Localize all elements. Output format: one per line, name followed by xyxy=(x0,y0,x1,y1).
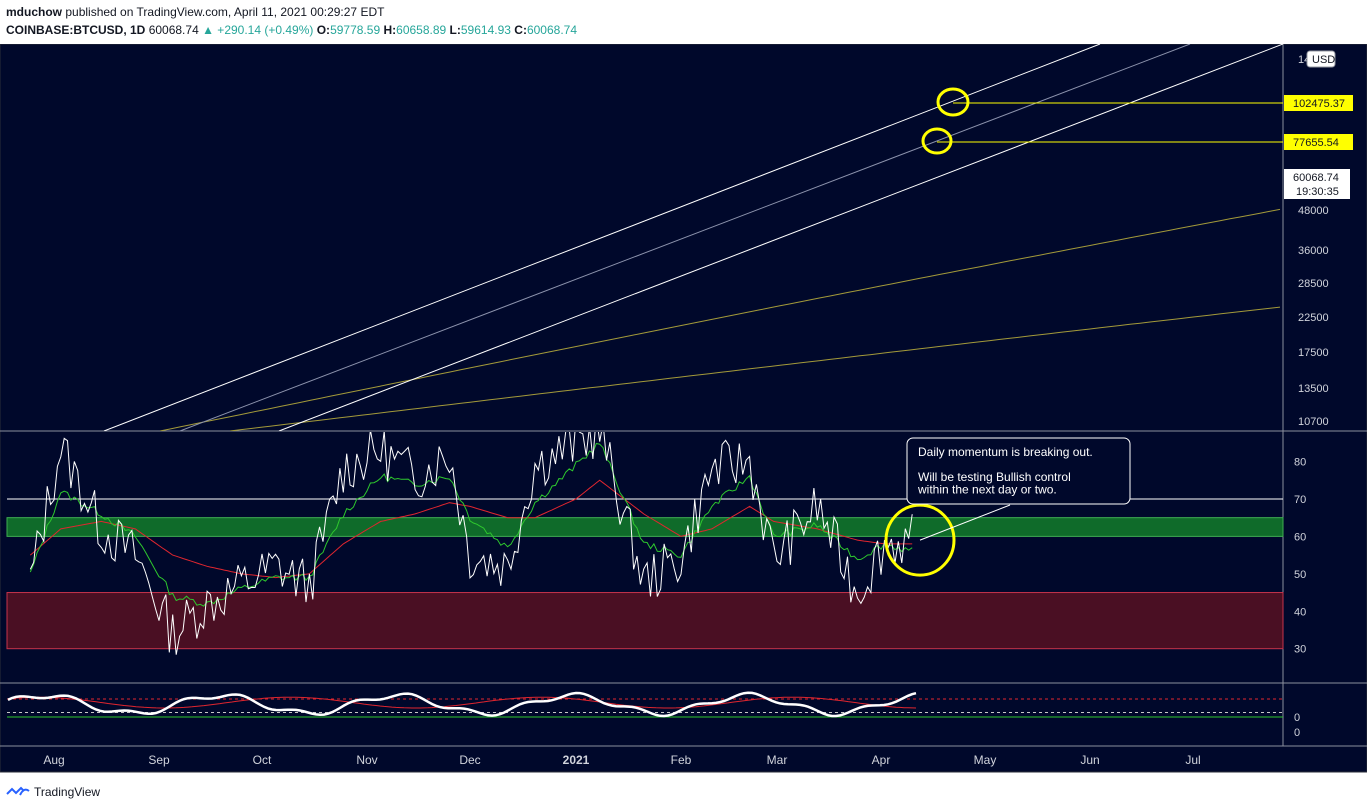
osc-signal-line xyxy=(29,442,913,607)
channel-mid-line xyxy=(179,44,1191,431)
time-tick-label: Oct xyxy=(253,753,272,767)
price-label-box xyxy=(1284,95,1353,111)
price-tick-label: 10700 xyxy=(1298,416,1329,428)
footer-brand[interactable]: TradingView xyxy=(6,785,100,799)
close-label: C: xyxy=(514,23,527,37)
bear-zone xyxy=(6,592,1284,650)
osc-tick-label: 40 xyxy=(1294,606,1306,618)
osc-tick-label: 50 xyxy=(1294,569,1306,581)
low-value: 59614.93 xyxy=(460,23,511,37)
price-tick-label: 28500 xyxy=(1298,278,1329,290)
time-tick-label: Aug xyxy=(43,753,64,767)
currency-badge xyxy=(1306,50,1336,68)
footer-brand-label: TradingView xyxy=(34,785,101,799)
callout-text-line: Will be testing Bullish control xyxy=(918,470,1071,484)
chart-border xyxy=(0,44,1367,773)
bull-zone xyxy=(6,517,1284,537)
time-tick-label: May xyxy=(974,753,997,767)
currency-label: USD xyxy=(1312,54,1335,66)
last-price-box xyxy=(1284,169,1350,199)
high-value: 60658.89 xyxy=(396,23,447,37)
price-pane xyxy=(103,44,1283,431)
chart-background xyxy=(0,44,1367,772)
osc-tick-label: 80 xyxy=(1294,457,1306,469)
tradingview-logo-icon xyxy=(6,786,30,796)
high-label: H: xyxy=(383,23,397,37)
published-text: published on TradingView.com, April 11, … xyxy=(65,5,385,19)
open-label: O: xyxy=(316,23,331,37)
time-tick-label: Feb xyxy=(671,753,692,767)
time-tick-label: Mar xyxy=(767,753,788,767)
symbol-info: COINBASE:BTCUSD, 1D 60068.74 ▲ +290.14 (… xyxy=(6,23,577,37)
channel-upper-line xyxy=(103,44,1101,431)
yellow-curve-upper xyxy=(159,208,1281,431)
callout-circle xyxy=(884,503,956,577)
callout-pointer xyxy=(919,504,1011,541)
bottom-tick-label: 0 xyxy=(1294,727,1300,739)
last-price-label: 60068.74 xyxy=(1293,172,1339,184)
time-tick-label: Sep xyxy=(148,753,170,767)
callout-text-line: within the next day or two. xyxy=(917,483,1057,497)
price-change: ▲ +290.14 (+0.49%) xyxy=(202,23,314,37)
price-tick-label: 13500 xyxy=(1298,383,1329,395)
osc-tick-label: 60 xyxy=(1294,531,1306,543)
price-tick-label: 48000 xyxy=(1298,205,1329,217)
author-name[interactable]: mduchow xyxy=(6,5,62,19)
target-circle-lower xyxy=(921,127,953,155)
price-label-upper: 102475.37 xyxy=(1293,98,1345,110)
yellow-curve-lower xyxy=(229,306,1281,431)
open-value: 59778.59 xyxy=(330,23,381,37)
last-price: 60068.74 xyxy=(148,23,199,37)
time-tick-label: 2021 xyxy=(563,753,590,767)
chart-canvas[interactable]: 1400004800036000285002250017500135001070… xyxy=(0,44,1367,775)
price-label-lower: 77655.54 xyxy=(1293,137,1339,149)
channel-lower-line xyxy=(278,44,1283,431)
osc-fast-line xyxy=(29,432,913,655)
low-label: L: xyxy=(449,23,461,37)
time-tick-label: Nov xyxy=(356,753,377,767)
countdown-label: 19:30:35 xyxy=(1296,186,1339,198)
price-tick-label: 17500 xyxy=(1298,347,1329,359)
bottom-tick-label: 0 xyxy=(1294,712,1300,724)
bottom-fast-line xyxy=(7,691,917,718)
osc-tick-label: 30 xyxy=(1294,644,1306,656)
price-tick-label: 36000 xyxy=(1298,245,1329,257)
time-tick-label: Jul xyxy=(1185,753,1200,767)
osc-pane xyxy=(29,432,913,655)
osc-tick-label: 70 xyxy=(1294,494,1306,506)
price-tick-label: 22500 xyxy=(1298,312,1329,324)
close-value: 60068.74 xyxy=(526,23,578,37)
time-tick-label: Dec xyxy=(459,753,480,767)
callout-box xyxy=(906,437,1131,505)
callout-text-line: Daily momentum is breaking out. xyxy=(918,445,1093,459)
symbol-label[interactable]: COINBASE:BTCUSD, 1D xyxy=(6,23,146,37)
price-label-box xyxy=(1284,134,1353,150)
publish-info: mduchow published on TradingView.com, Ap… xyxy=(6,5,384,19)
time-tick-label: Apr xyxy=(872,753,891,767)
target-circle-upper xyxy=(936,87,970,117)
time-tick-label: Jun xyxy=(1080,753,1099,767)
